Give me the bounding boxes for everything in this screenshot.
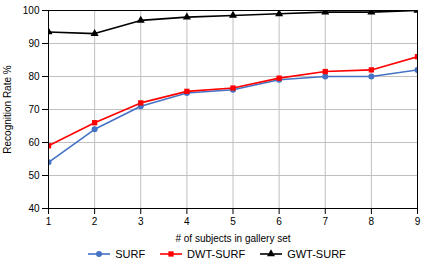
- svg-text:5: 5: [230, 216, 236, 227]
- svg-text:6: 6: [276, 216, 282, 227]
- svg-text:9: 9: [415, 216, 421, 227]
- svg-text:8: 8: [369, 216, 375, 227]
- html-text:SURF: SURF: [115, 248, 146, 260]
- svg-text:2: 2: [92, 216, 98, 227]
- svg-text:4: 4: [184, 216, 190, 227]
- svg-text:100: 100: [23, 5, 40, 16]
- svg-text:50: 50: [28, 170, 40, 181]
- html-text:GWT-SURF: GWT-SURF: [287, 248, 346, 260]
- svg-text:90: 90: [28, 38, 40, 49]
- svg-text:80: 80: [28, 71, 40, 82]
- svg-text:3: 3: [138, 216, 144, 227]
- svg-text:Recognition Rate %: Recognition Rate %: [2, 65, 13, 153]
- svg-text:# of subjects in gallery set: # of subjects in gallery set: [175, 233, 290, 244]
- svg-text:40: 40: [28, 203, 40, 214]
- svg-text:1: 1: [46, 216, 52, 227]
- svg-text:60: 60: [28, 137, 40, 148]
- html-text:DWT-SURF: DWT-SURF: [187, 248, 246, 260]
- svg-text:7: 7: [322, 216, 328, 227]
- svg-text:70: 70: [28, 104, 40, 115]
